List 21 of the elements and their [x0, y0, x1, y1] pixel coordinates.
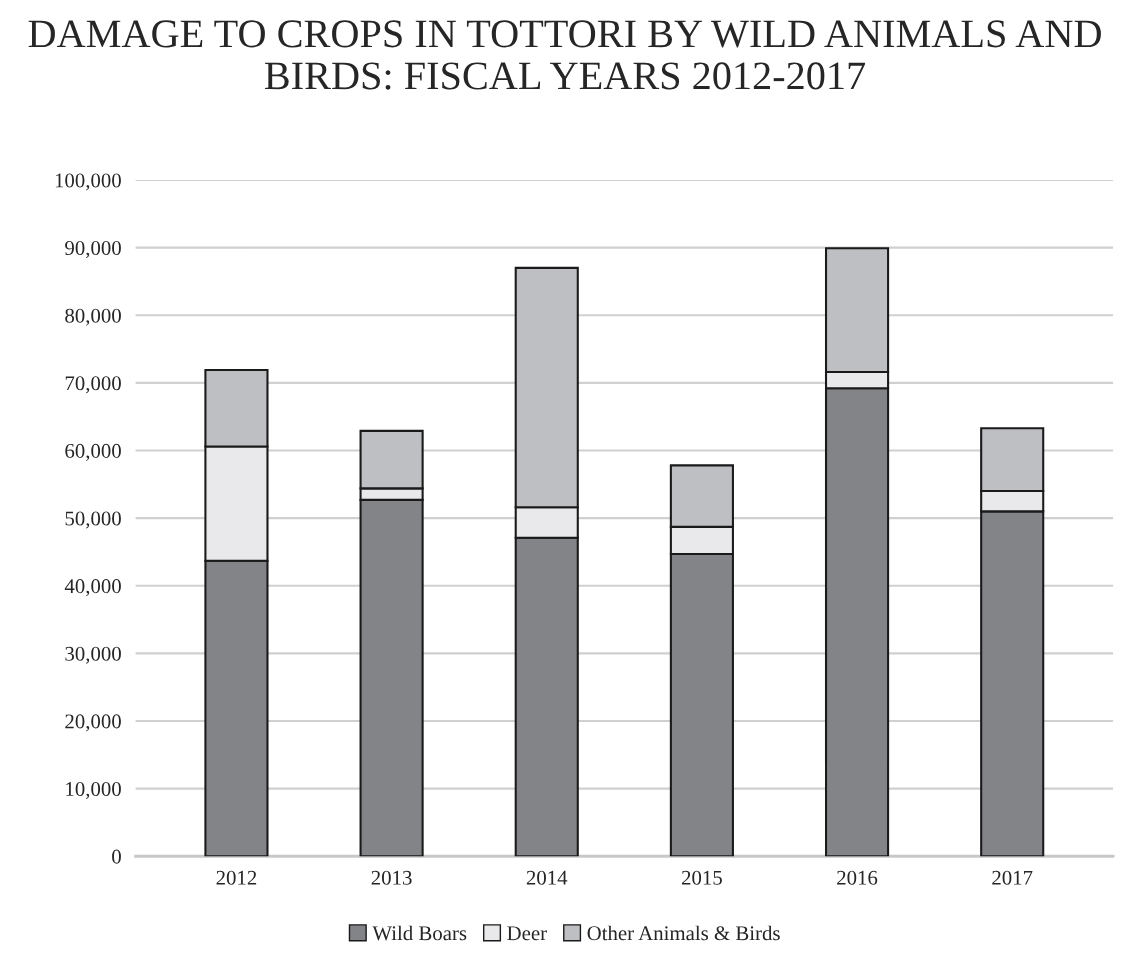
chart-title: DAMAGE TO CROPS IN TOTTORI BY WILD ANIMALS AND BIRDS: FISCAL YEARS 2012-2017 [28, 20, 1101, 90]
y-tick-label: 100,000 [55, 173, 121, 191]
y-tick-label: 30,000 [65, 646, 121, 664]
legend-label: Other Animals & Birds [587, 925, 780, 941]
y-tick-label: 60,000 [65, 443, 121, 461]
y-tick-label: 10,000 [66, 781, 121, 800]
y-tick-label: 50,000 [65, 511, 121, 529]
y-tick-label: 90,000 [65, 241, 121, 259]
y-tick-label: 40,000 [64, 579, 121, 597]
legend-label: Wild Boars [372, 925, 467, 941]
y-tick-label: 20,000 [65, 714, 121, 732]
legend-label: Deer [507, 926, 547, 941]
x-tick-label: 2017 [992, 870, 1033, 885]
x-tick-label: 2015 [681, 870, 722, 885]
y-tick-label: 70,000 [65, 376, 121, 394]
y-tick-label: 80,000 [65, 308, 121, 326]
x-tick-label: 2014 [526, 870, 568, 885]
x-tick-label: 2012 [216, 870, 257, 885]
y-tick-label: 0 [112, 849, 121, 864]
x-tick-label: 2016 [837, 870, 878, 885]
x-tick-label: 2013 [371, 870, 412, 885]
